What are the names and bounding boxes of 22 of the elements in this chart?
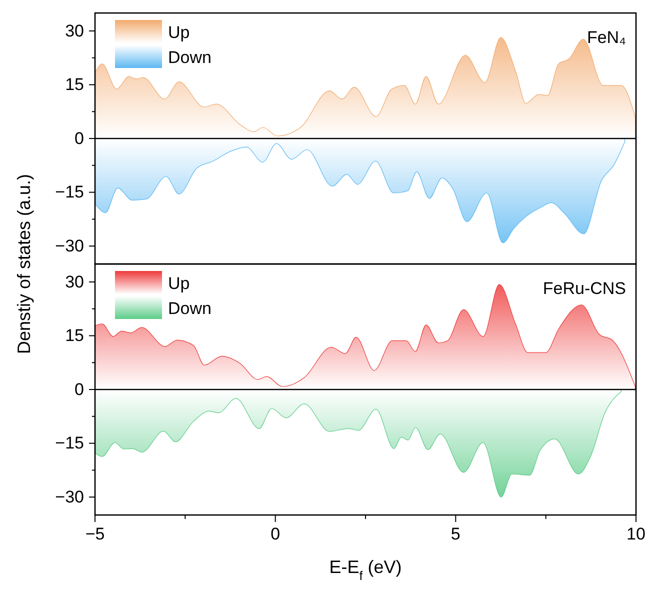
x-tick-label: −5 <box>85 524 105 544</box>
y-tick-label: −15 <box>55 182 84 202</box>
y-tick-label: 0 <box>74 380 84 399</box>
x-axis-title: E-E$_{f}$ (eV) <box>329 557 402 583</box>
text: FeRu-CNS <box>542 279 626 298</box>
x-tick-label: 5 <box>450 524 460 544</box>
legend-label: Down <box>168 299 212 318</box>
y-axis-title: Denstiy of states (a.u.) <box>14 174 34 354</box>
y-tick-label: −30 <box>55 236 84 256</box>
text: FeN₄ <box>586 28 626 47</box>
y-tick-label: −15 <box>55 434 84 453</box>
x-tick-label: 0 <box>270 524 280 544</box>
x-tick-label: 10 <box>626 524 646 544</box>
y-tick-label: 30 <box>65 21 84 40</box>
y-tick-label: −30 <box>55 488 84 507</box>
legend-label: Up <box>168 23 190 42</box>
y-tick-label: 15 <box>65 326 84 346</box>
legend-label: Down <box>168 48 212 67</box>
y-tick-label: 30 <box>65 272 84 292</box>
legend-label: Up <box>168 274 190 293</box>
y-tick-label: 0 <box>74 128 84 148</box>
y-tick-label: 15 <box>65 75 84 94</box>
